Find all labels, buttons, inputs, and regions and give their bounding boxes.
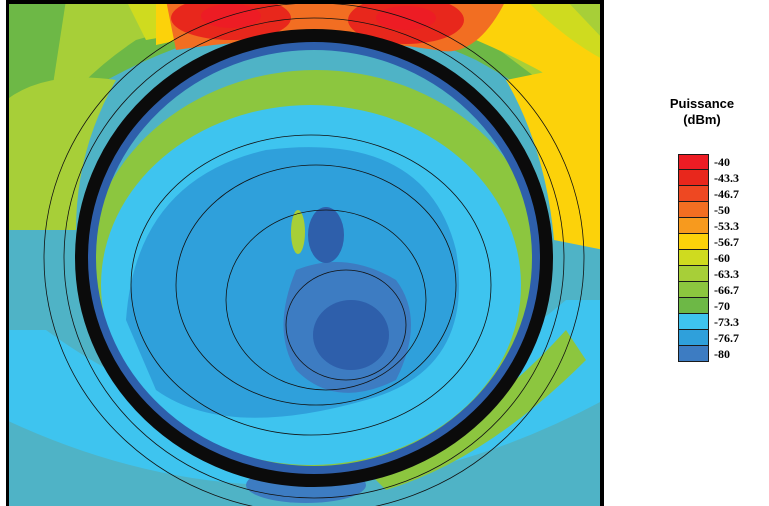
interior-green-spot — [291, 210, 305, 254]
legend-swatch — [678, 330, 709, 346]
legend-label: -56.7 — [714, 235, 739, 249]
hotspot-left-core — [201, 4, 261, 28]
legend-label: -40 — [714, 155, 730, 169]
legend-title-line1: Puissance — [669, 96, 735, 111]
legend-label: -43.3 — [714, 171, 739, 185]
contour-line — [225, 209, 427, 391]
legend-swatch — [678, 266, 709, 282]
legend-swatch — [678, 218, 709, 234]
interior-minimum — [313, 300, 389, 370]
legend-title-line2: (dBm) — [683, 112, 721, 127]
legend-swatch — [678, 282, 709, 298]
heatmap-canvas — [6, 0, 604, 506]
legend-swatch — [678, 202, 709, 218]
legend-label: -66.7 — [714, 283, 739, 297]
legend-label: -53.3 — [714, 219, 739, 233]
legend-swatch — [678, 314, 709, 330]
legend-label: -73.3 — [714, 315, 739, 329]
legend-swatch — [678, 234, 709, 250]
legend-label: -60 — [714, 251, 730, 265]
legend-label: -46.7 — [714, 187, 739, 201]
left-flank — [6, 77, 116, 230]
legend-swatch — [678, 186, 709, 202]
legend-swatch — [678, 298, 709, 314]
legend-swatch — [678, 154, 709, 170]
legend-swatch — [678, 250, 709, 266]
contour-line — [43, 2, 585, 506]
legend-label: -50 — [714, 203, 730, 217]
contour-line — [285, 269, 407, 381]
power-heatmap — [6, 0, 604, 506]
legend-swatch — [678, 170, 709, 186]
contour-line — [175, 164, 457, 406]
wall-ring — [75, 29, 553, 487]
contour-line — [130, 134, 492, 436]
legend-label: -70 — [714, 299, 730, 313]
legend-label: -63.3 — [714, 267, 739, 281]
wall-inner-edge — [88, 42, 540, 474]
contour-line — [63, 17, 565, 499]
legend-label: -80 — [714, 347, 730, 361]
legend-label: -76.7 — [714, 331, 739, 345]
interior-deep-spot — [308, 207, 344, 263]
legend-swatch — [678, 346, 709, 362]
legend-title: Puissance (dBm) — [662, 96, 742, 128]
right-flank — [506, 60, 604, 250]
